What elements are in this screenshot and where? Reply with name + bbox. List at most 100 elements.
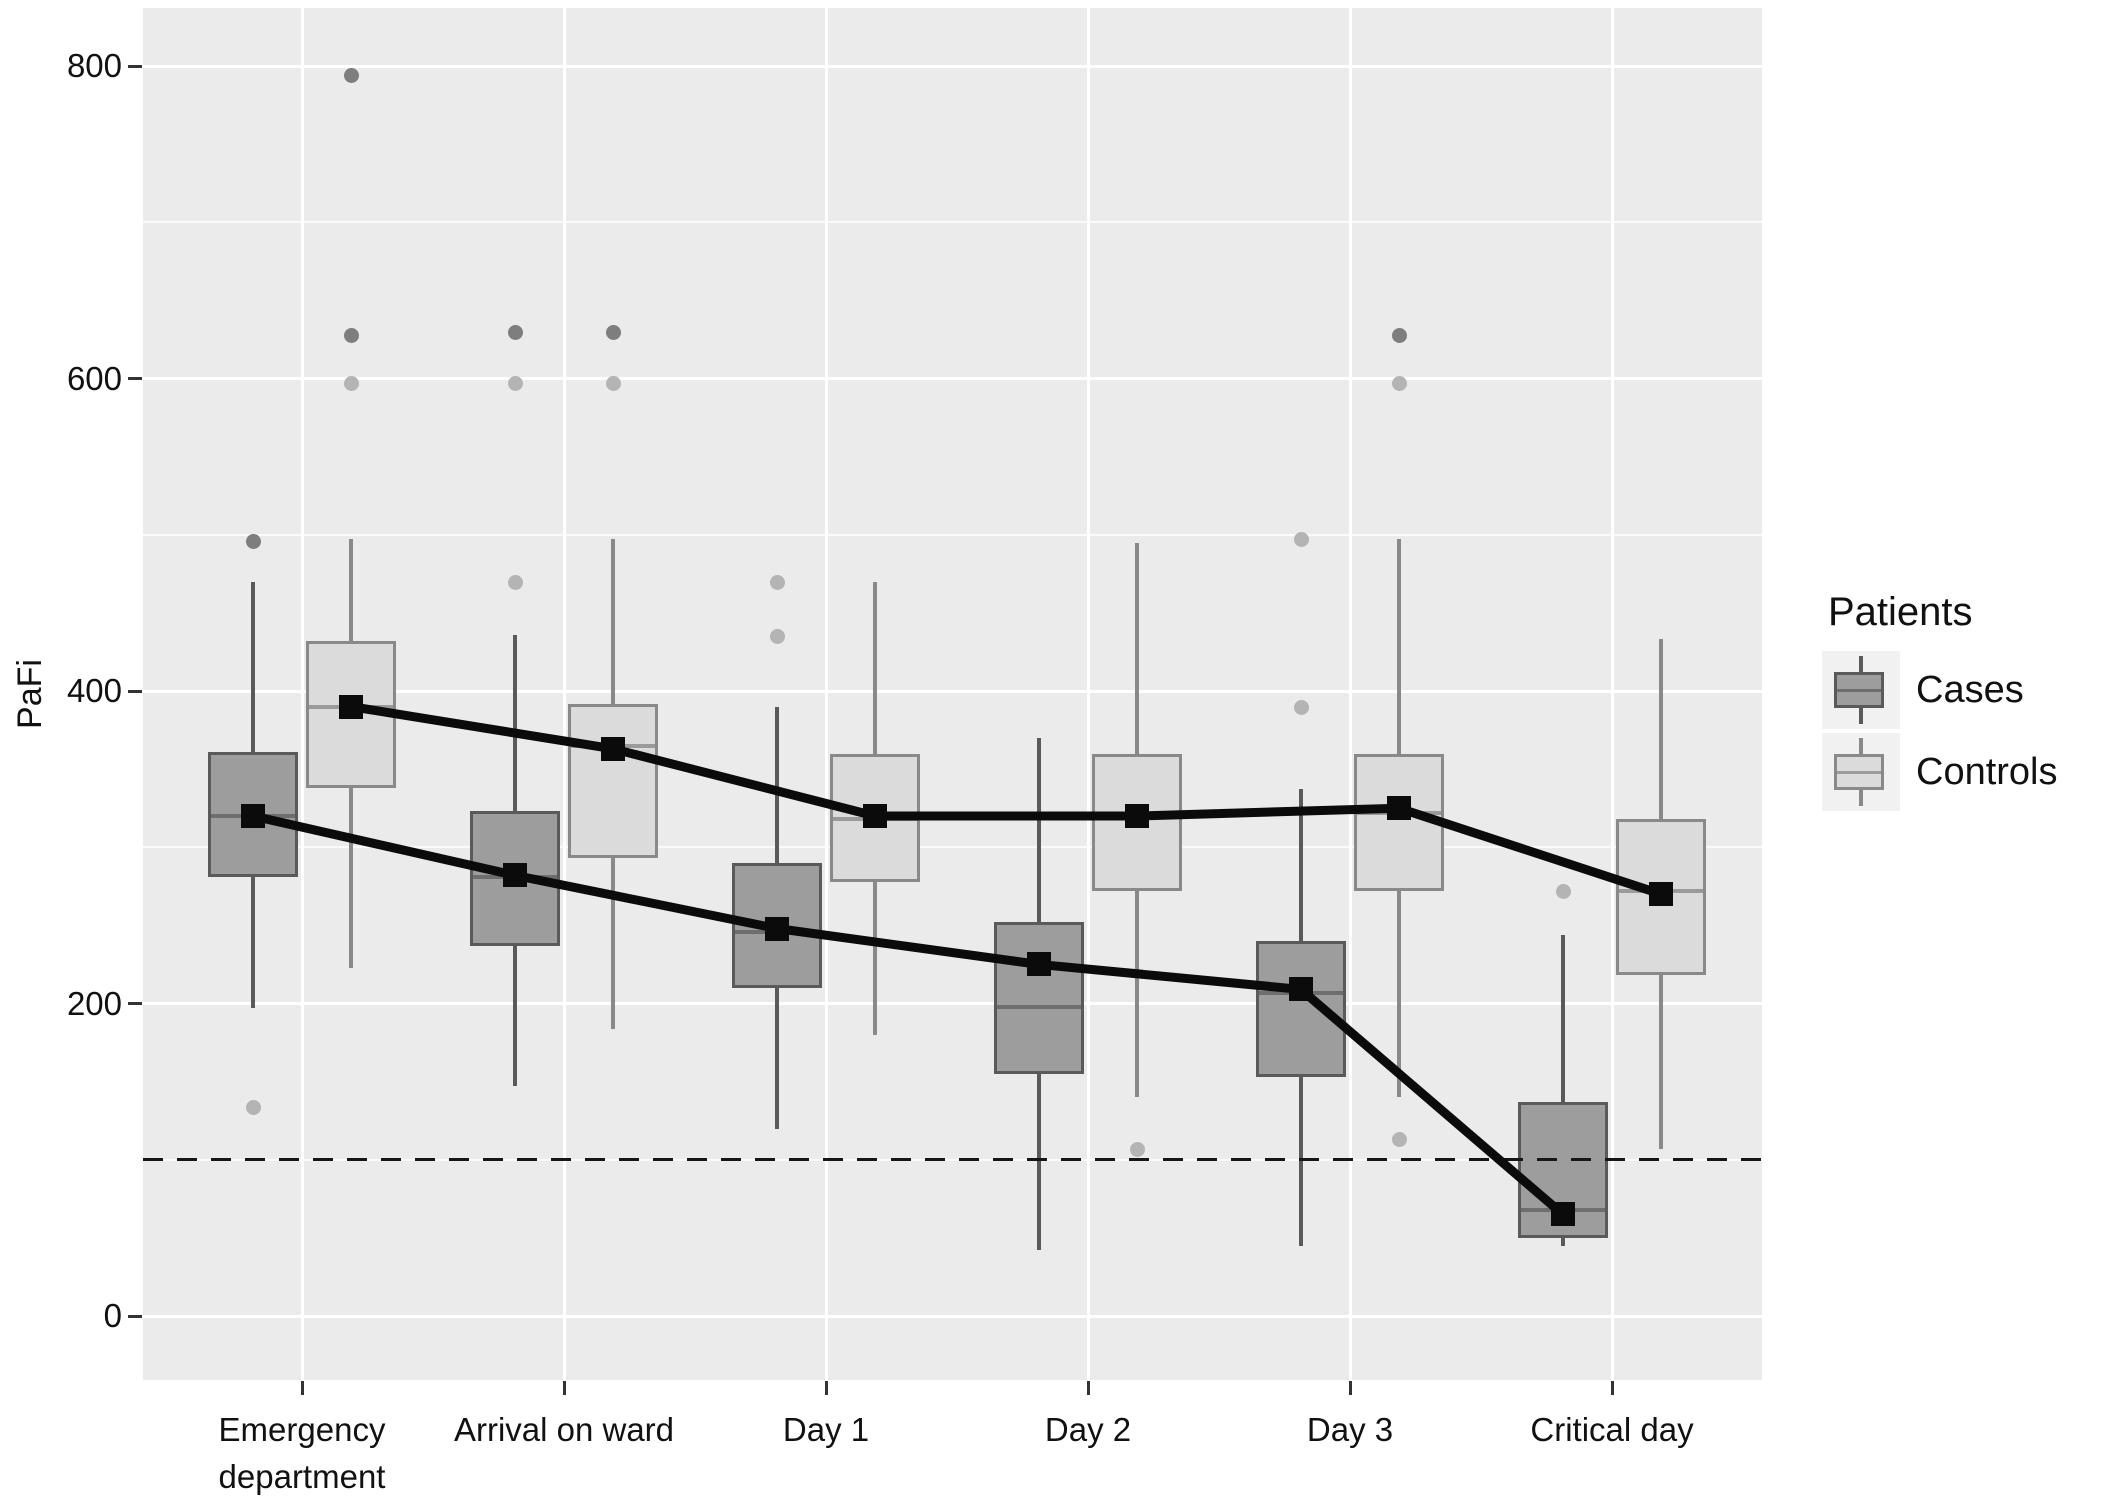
legend-key-controls-boxplot-glyph: [1822, 733, 1900, 811]
mean-square-cases: [503, 863, 527, 888]
y-tick-label: 200: [66, 984, 122, 1022]
legend-label-cases: Cases: [1916, 668, 2024, 711]
h-gridline-minor: [143, 533, 1762, 536]
x-tick: [562, 1381, 566, 1395]
x-tick-label: Day 2: [938, 1406, 1238, 1453]
legend: Patients Cases Controls: [1822, 588, 2102, 812]
v-gridline: [300, 8, 304, 1380]
x-tick-label-line: Day 3: [1306, 1411, 1394, 1448]
outlier-dot: [344, 376, 359, 392]
x-tick: [824, 1381, 828, 1395]
y-tick-label: 600: [66, 359, 122, 397]
h-gridline-major: [143, 1002, 1762, 1005]
outlier-dot: [770, 629, 785, 645]
h-gridline-major: [143, 377, 1762, 380]
legend-key-whisker-bottom: [1859, 790, 1863, 806]
x-tick-label: Day 3: [1200, 1406, 1500, 1453]
mean-square-cases: [765, 916, 789, 941]
x-tick: [1610, 1381, 1614, 1395]
mean-square-cases: [1551, 1202, 1575, 1227]
outlier-dot: [1130, 1141, 1145, 1157]
outlier-dot: [246, 1099, 261, 1115]
legend-item-controls: Controls: [1822, 732, 2102, 812]
x-tick-label-line: Arrival on ward: [453, 1411, 675, 1448]
x-tick: [300, 1381, 304, 1395]
y-tick-label: 0: [103, 1297, 122, 1334]
x-tick: [1086, 1381, 1090, 1395]
outlier-dot: [606, 324, 621, 340]
mean-lines-layer: [252, 702, 1663, 1218]
h-gridline-minor: [143, 221, 1762, 224]
mean-square-controls: [339, 694, 363, 719]
outlier-dot: [1392, 327, 1407, 343]
outlier-dot: [246, 534, 261, 549]
x-tick-label-line: Critical day: [1530, 1411, 1694, 1448]
v-gridline: [1348, 8, 1352, 1380]
legend-label-controls: Controls: [1916, 750, 2058, 793]
v-gridline: [824, 8, 828, 1380]
mean-square-controls: [1125, 804, 1149, 828]
x-tick-label: Critical day: [1462, 1406, 1762, 1453]
plot-panel: [143, 8, 1762, 1380]
x-tick-label: Day 1: [676, 1406, 976, 1453]
mean-square-cases: [1027, 952, 1051, 977]
h-gridline-major: [143, 689, 1762, 693]
legend-key-cases-boxplot-glyph: [1822, 651, 1900, 729]
mean-square-controls: [1649, 882, 1673, 907]
legend-key-whisker-top: [1859, 738, 1863, 754]
outlier-dot: [606, 376, 621, 392]
box-controls-1: [568, 703, 658, 859]
x-tick-label-line: department: [218, 1458, 386, 1495]
y-tick: [128, 1002, 142, 1005]
x-tick-label: Emergency department: [152, 1406, 452, 1496]
x-tick: [1348, 1381, 1352, 1395]
legend-title: Patients: [1828, 590, 1973, 634]
mean-square-cases: [241, 804, 265, 828]
reference-dashed-line: [143, 1158, 1762, 1162]
outlier-dot: [508, 324, 523, 340]
h-gridline-major: [143, 64, 1762, 68]
legend-key-median: [1837, 689, 1881, 692]
mean-square-controls: [863, 804, 887, 828]
mean-line-cases: [252, 811, 1566, 1218]
box-cases-3: [994, 922, 1084, 1074]
y-tick: [128, 377, 142, 380]
h-gridline-minor: [143, 846, 1762, 849]
x-tick-label-line: Day 1: [782, 1411, 870, 1448]
outlier-dot: [508, 574, 523, 590]
outlier-dot: [344, 68, 359, 84]
outlier-dot: [1294, 699, 1309, 715]
mean-square-controls: [1387, 796, 1411, 821]
x-tick-label: Arrival on ward: [414, 1406, 714, 1453]
y-tick-label: 400: [66, 672, 122, 709]
v-gridline: [1610, 8, 1614, 1380]
outlier-dot: [1392, 1132, 1407, 1148]
whisker-cases: [1561, 934, 1565, 1246]
mean-square-controls: [601, 736, 625, 761]
y-tick: [128, 689, 142, 693]
legend-key-whisker-bottom: [1859, 708, 1863, 724]
outlier-dot: [1556, 884, 1571, 899]
y-tick: [128, 1314, 142, 1318]
legend-key-median: [1837, 771, 1881, 774]
mean-square-cases: [1289, 977, 1313, 1002]
outlier-dot: [1294, 532, 1309, 548]
x-tick-label-line: Day 2: [1044, 1411, 1132, 1448]
box-cases-5: [1518, 1101, 1608, 1238]
outlier-dot: [770, 574, 785, 590]
y-tick-label: 800: [66, 47, 122, 84]
legend-key-whisker-top: [1859, 656, 1863, 672]
outlier-dot: [508, 376, 523, 392]
outlier-dot: [1392, 376, 1407, 392]
outlier-dot: [344, 327, 359, 343]
mean-line-controls: [350, 702, 1663, 899]
v-gridline: [1086, 8, 1090, 1380]
box-cases-4: [1256, 941, 1346, 1077]
y-tick: [128, 64, 142, 68]
v-gridline: [562, 8, 566, 1380]
x-tick-label-line: Emergency: [218, 1411, 386, 1448]
legend-item-cases: Cases: [1822, 650, 2102, 730]
h-gridline-major: [143, 1314, 1762, 1318]
median-line: [997, 1004, 1081, 1009]
